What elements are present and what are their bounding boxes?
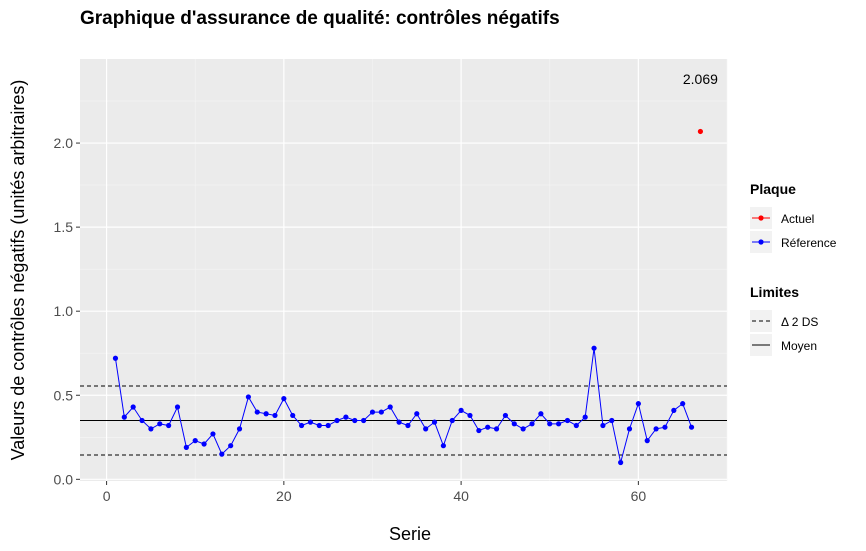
data-point-reference (334, 417, 340, 424)
chart-title: Graphique d'assurance de qualité: contrô… (80, 8, 560, 29)
y-tick-label: 1.0 (54, 303, 74, 319)
legend: Plaque Actuel Réference Limites Δ 2 DS M… (750, 181, 837, 356)
series-points (112, 128, 704, 466)
data-point-reference (201, 441, 207, 447)
data-point-reference (449, 417, 455, 424)
data-point-reference (130, 404, 136, 410)
data-point-reference (290, 412, 296, 419)
data-point-reference (245, 394, 251, 400)
data-point-reference (236, 426, 243, 432)
x-axis-title: Serie (389, 524, 431, 544)
data-point-reference (307, 419, 314, 425)
data-point-reference (573, 422, 579, 429)
data-point-reference (688, 424, 695, 430)
data-point-reference (112, 355, 119, 361)
data-point-reference (644, 438, 650, 444)
data-point-reference (396, 419, 402, 425)
data-point-reference (529, 421, 535, 427)
data-point-reference (192, 438, 198, 444)
data-point-reference (378, 409, 384, 415)
x-tick-label: 60 (631, 488, 647, 504)
data-point-reference (361, 417, 367, 424)
legend-label-mean: Moyen (781, 339, 817, 353)
major-gridlines (80, 59, 727, 481)
x-axis-ticks: 0 20 40 60 (103, 481, 647, 504)
data-point-reference (325, 422, 331, 429)
data-point-reference (139, 417, 145, 424)
data-point-reference (166, 422, 172, 429)
data-point-reference (281, 396, 287, 402)
legend-label-reference: Réference (781, 236, 837, 250)
data-point-reference (600, 422, 606, 429)
data-point-reference (263, 411, 269, 417)
legend-key-reference-point (758, 239, 764, 245)
y-tick-label: 1.5 (54, 219, 74, 235)
plot-panel (80, 59, 727, 481)
data-point-reference (431, 419, 438, 425)
legend-title-limites: Limites (750, 284, 799, 300)
legend-label-sd: Δ 2 DS (781, 315, 818, 329)
data-point-reference (183, 444, 189, 450)
data-point-reference (352, 417, 358, 424)
data-point-reference (520, 426, 526, 432)
y-tick-label: 2.0 (54, 135, 74, 151)
current-value-annotation: 2.069 (683, 71, 718, 87)
data-point-reference (272, 412, 278, 419)
x-tick-label: 0 (103, 488, 111, 504)
y-axis-title: Valeurs de contrôles négatifs (unités ar… (8, 80, 28, 461)
x-tick-label: 20 (276, 488, 292, 504)
data-point-reference (653, 426, 659, 432)
data-point-actuel (697, 128, 704, 135)
data-point-reference (609, 417, 615, 424)
data-point-reference (298, 422, 305, 429)
data-point-reference (369, 409, 376, 415)
data-point-reference (547, 421, 553, 427)
data-point-reference (626, 426, 633, 432)
x-tick-label: 40 (453, 488, 469, 504)
minor-gridlines (80, 59, 728, 481)
data-point-reference (405, 422, 411, 429)
data-point-reference (219, 451, 225, 457)
data-point-reference (671, 407, 677, 413)
data-point-reference (157, 421, 163, 427)
data-point-reference (343, 414, 349, 420)
data-point-reference (414, 411, 420, 417)
data-point-reference (618, 459, 624, 466)
data-point-reference (254, 409, 260, 415)
data-point-reference (228, 443, 234, 449)
data-point-reference (440, 443, 446, 449)
legend-title-plaque: Plaque (750, 181, 796, 197)
data-point-reference (538, 411, 544, 417)
legend-label-actuel: Actuel (781, 212, 814, 226)
data-point-reference (485, 424, 491, 430)
y-tick-label: 0.5 (54, 387, 74, 403)
data-point-reference (635, 401, 641, 407)
data-point-reference (662, 424, 668, 430)
data-point-reference (210, 431, 216, 437)
data-point-reference (493, 426, 500, 432)
y-tick-label: 0.0 (54, 471, 74, 487)
data-point-reference (387, 404, 393, 410)
data-point-reference (476, 427, 482, 434)
data-point-reference (423, 426, 429, 432)
data-point-reference (458, 407, 464, 413)
data-point-reference (680, 401, 686, 407)
data-point-reference (511, 421, 517, 427)
data-point-reference (582, 414, 588, 420)
data-point-reference (121, 414, 127, 420)
data-point-reference (502, 412, 509, 419)
data-point-reference (174, 404, 181, 410)
data-point-reference (148, 426, 154, 432)
data-point-reference (564, 417, 571, 424)
legend-key-actuel-point (758, 215, 764, 221)
y-axis-ticks: 0.0 0.5 1.0 1.5 2.0 (54, 135, 80, 487)
data-point-reference (316, 422, 322, 429)
data-point-reference (467, 412, 473, 419)
data-point-reference (556, 421, 562, 427)
data-point-reference (591, 345, 597, 351)
